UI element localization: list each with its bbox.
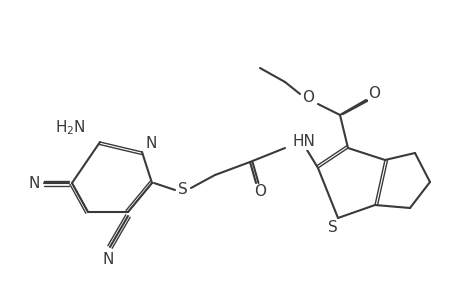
Text: O: O — [367, 86, 379, 101]
Text: S: S — [327, 220, 337, 236]
Text: O: O — [253, 184, 265, 199]
Text: N: N — [102, 251, 113, 266]
Text: N: N — [146, 136, 157, 152]
Text: S: S — [178, 182, 187, 197]
Text: H$_2$N: H$_2$N — [55, 118, 86, 137]
Text: N: N — [28, 176, 39, 190]
Text: HN: HN — [292, 134, 315, 149]
Text: O: O — [302, 91, 313, 106]
